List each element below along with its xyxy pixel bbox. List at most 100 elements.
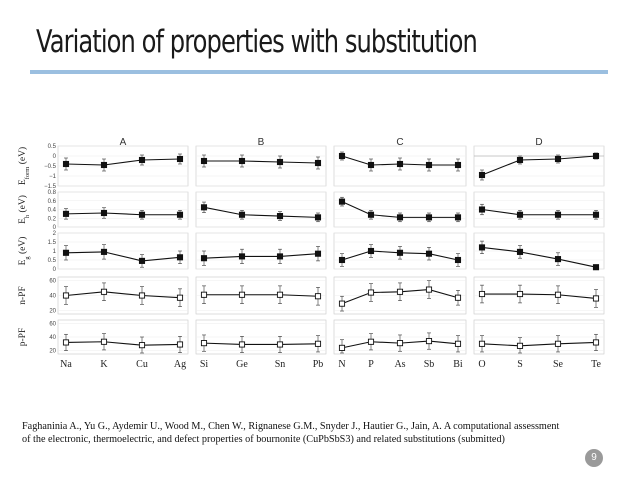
data-point	[592, 339, 600, 346]
data-point	[338, 152, 346, 160]
y-tick-label: 0.5	[48, 144, 57, 150]
data-point	[516, 290, 524, 298]
y-tick-label: 60	[49, 321, 56, 327]
y-axis-label-subscript: form	[24, 167, 31, 180]
x-tick-label-P: P	[368, 359, 374, 370]
data-point	[554, 340, 562, 347]
x-tick-label-Cu: Cu	[136, 359, 148, 370]
data-point	[554, 256, 562, 263]
property-variation-chart: A Na K Cu Ag B Si Ge Sn Pb C N P As Sb Bi D O S Se Te Eform (…	[17, 137, 605, 370]
y-tick-label: 40	[49, 294, 56, 300]
data-point	[516, 211, 524, 218]
series-line	[481, 246, 597, 268]
data-point	[314, 293, 322, 300]
data-point	[62, 160, 70, 168]
data-point	[138, 342, 146, 349]
data-point	[454, 256, 462, 264]
data-point	[138, 257, 146, 264]
y-axis-label-unit: (eV)	[17, 195, 28, 215]
series-line	[481, 155, 597, 176]
data-point	[592, 152, 600, 160]
x-tick-label-Sn: Sn	[275, 359, 286, 370]
y-tick-label: 20	[49, 349, 56, 355]
data-point	[478, 340, 486, 347]
series-line	[65, 158, 181, 166]
data-point	[200, 204, 208, 211]
x-tick-label-As: As	[394, 359, 405, 370]
data-point	[238, 157, 246, 165]
data-point	[62, 210, 70, 217]
group-label-A: A	[120, 137, 127, 148]
data-point	[276, 291, 284, 298]
data-point	[516, 156, 524, 164]
data-point	[367, 289, 375, 296]
x-tick-label-K: K	[100, 359, 108, 370]
y-tick-label: 0.6	[48, 199, 57, 205]
x-tick-label-Si: Si	[200, 359, 209, 370]
data-point	[62, 292, 70, 299]
y-tick-label: 0	[53, 225, 57, 231]
series-line	[65, 341, 181, 346]
data-point	[425, 214, 433, 221]
data-point	[478, 206, 486, 213]
data-point	[592, 264, 600, 271]
data-point	[238, 341, 246, 348]
series-line	[65, 291, 181, 299]
x-tick-label-N: N	[338, 359, 345, 370]
data-point	[338, 344, 346, 351]
y-axis-label-3: n-PF	[18, 286, 28, 304]
y-axis-label-subscript: g	[24, 256, 31, 260]
data-point	[200, 291, 208, 298]
data-point	[396, 160, 404, 168]
data-point	[516, 342, 524, 349]
data-point	[100, 209, 108, 217]
x-tick-label-Na: Na	[60, 359, 72, 370]
series-line	[481, 208, 596, 216]
data-point	[62, 249, 70, 256]
data-point	[276, 253, 284, 260]
data-point	[396, 214, 404, 221]
y-tick-label: 0	[53, 267, 57, 273]
data-point	[200, 157, 208, 165]
y-axis-label-unit: (eV)	[17, 147, 28, 167]
data-point	[592, 211, 600, 218]
data-point	[176, 254, 184, 261]
data-point	[425, 161, 433, 169]
data-point	[176, 341, 184, 348]
data-point	[238, 253, 246, 260]
data-point	[338, 198, 346, 205]
data-point	[367, 247, 375, 255]
data-point	[200, 340, 208, 347]
data-point	[176, 211, 184, 218]
series-line	[65, 251, 181, 262]
y-tick-label: 60	[49, 279, 56, 285]
series-line	[65, 212, 180, 216]
citation-line-1: Faghaninia A., Yu G., Aydemir U., Wood M…	[22, 421, 560, 432]
data-point	[367, 161, 375, 169]
series-line	[204, 294, 319, 297]
data-point	[516, 248, 524, 255]
x-tick-label-Ag: Ag	[174, 359, 186, 370]
y-axis-label-0: Eform (eV)	[17, 147, 31, 185]
data-point	[338, 256, 346, 264]
y-tick-label: 1.5	[48, 240, 57, 246]
y-tick-label: 1	[53, 249, 57, 255]
data-point	[100, 288, 108, 295]
data-point	[338, 300, 346, 307]
slide-title: Variation of properties with substitutio…	[36, 24, 478, 60]
y-tick-label: 0	[53, 154, 57, 160]
data-point	[396, 340, 404, 347]
series-line	[203, 342, 319, 346]
data-point	[314, 159, 322, 167]
y-tick-label: 0.4	[48, 208, 57, 214]
series-line	[204, 160, 319, 164]
data-point	[100, 161, 108, 169]
y-axis-label-1: Eh (eV)	[17, 195, 31, 224]
y-tick-label: 0.5	[48, 258, 57, 264]
y-tick-label: 0.2	[48, 216, 57, 222]
data-point	[138, 156, 146, 164]
data-point	[238, 291, 246, 298]
data-point	[138, 211, 146, 218]
x-tick-label-Te: Te	[591, 359, 601, 370]
data-point	[554, 291, 562, 298]
